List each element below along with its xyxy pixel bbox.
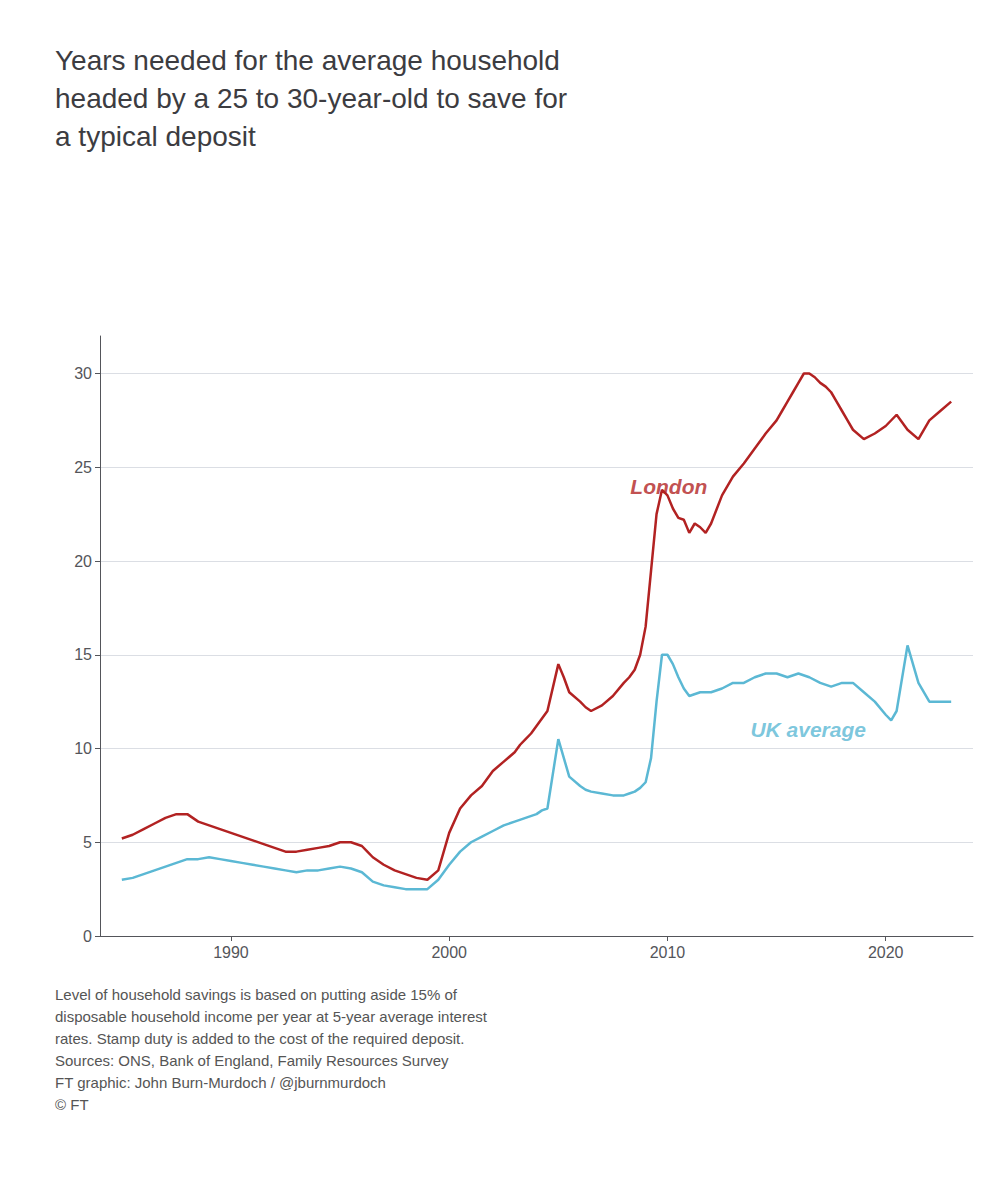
svg-text:headed by a 25 to 30-year-old: headed by a 25 to 30-year-old to save fo…	[55, 83, 567, 114]
svg-text:© FT: © FT	[55, 1096, 89, 1113]
svg-text:5: 5	[83, 834, 92, 851]
svg-text:Years needed for the average h: Years needed for the average household	[55, 45, 560, 76]
svg-text:15: 15	[74, 646, 92, 663]
svg-text:Sources: ONS, Bank of England,: Sources: ONS, Bank of England, Family Re…	[55, 1052, 449, 1069]
svg-text:2020: 2020	[868, 944, 904, 961]
svg-text:disposable household income pe: disposable household income per year at …	[55, 1008, 488, 1025]
svg-text:25: 25	[74, 459, 92, 476]
svg-text:FT graphic: John Burn-Murdoch: FT graphic: John Burn-Murdoch / @jburnmu…	[55, 1074, 386, 1091]
svg-text:rates. Stamp duty is added to: rates. Stamp duty is added to the cost o…	[55, 1030, 464, 1047]
svg-text:London: London	[630, 475, 707, 498]
svg-text:20: 20	[74, 553, 92, 570]
svg-text:2010: 2010	[650, 944, 686, 961]
svg-text:2000: 2000	[431, 944, 467, 961]
svg-text:0: 0	[83, 928, 92, 945]
svg-text:a typical deposit: a typical deposit	[55, 121, 256, 152]
svg-text:Level of household savings is: Level of household savings is based on p…	[55, 986, 458, 1003]
svg-text:10: 10	[74, 740, 92, 757]
svg-text:1990: 1990	[213, 944, 249, 961]
svg-text:30: 30	[74, 365, 92, 382]
svg-text:UK average: UK average	[750, 718, 866, 741]
